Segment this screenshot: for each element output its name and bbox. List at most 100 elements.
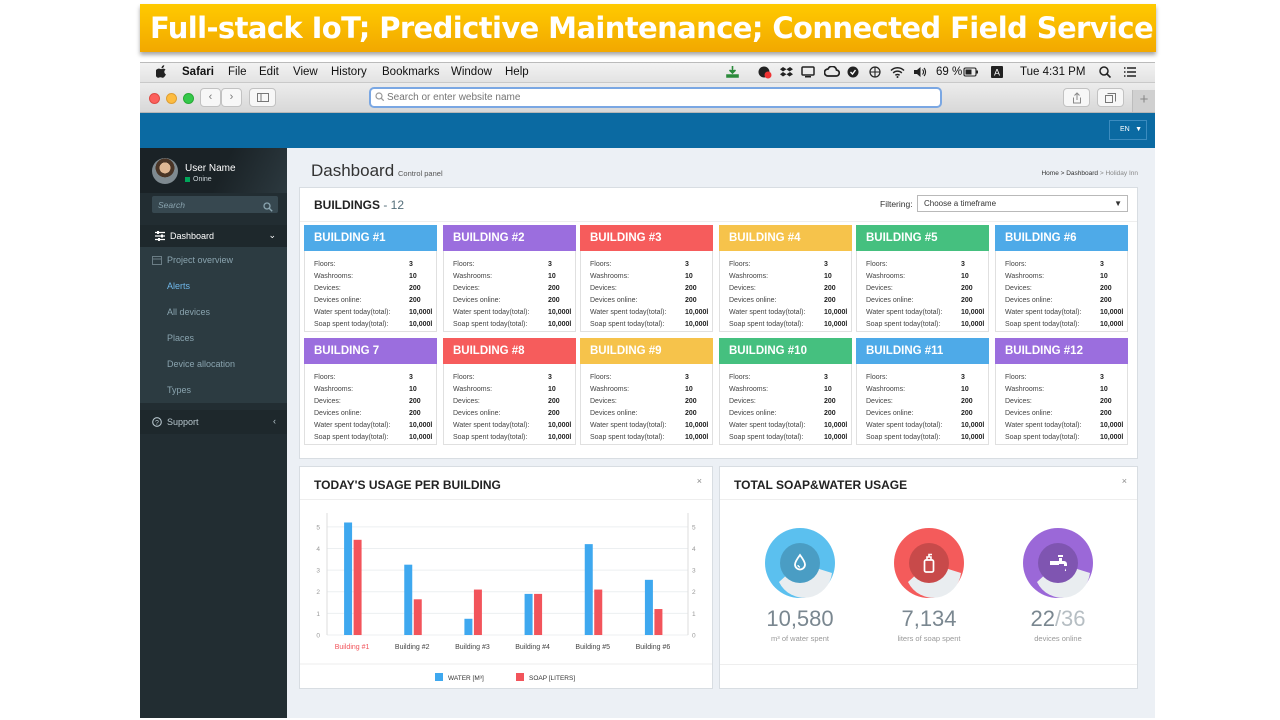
building-card-title[interactable]: BUILDING #10	[719, 338, 852, 364]
close-icon[interactable]: ×	[1121, 476, 1127, 486]
building-card-title[interactable]: BUILDING #6	[995, 225, 1128, 251]
spotlight-search-icon[interactable]	[1099, 66, 1112, 81]
building-card[interactable]: BUILDING #8 Floors: 3 Washrooms: 10 Devices: 2…	[443, 338, 576, 445]
building-stat-label: Washrooms:	[590, 386, 630, 393]
building-stat-row: Soap spent today(total): 10,000l	[866, 321, 984, 328]
building-stat-label: Devices online:	[729, 297, 777, 304]
building-stat-row: Water spent today(total): 10,000l	[1005, 422, 1123, 429]
building-card-title[interactable]: BUILDING #8	[443, 338, 576, 364]
building-card-title[interactable]: BUILDING #9	[580, 338, 713, 364]
check-shield-icon[interactable]	[847, 66, 859, 81]
building-stat-value: 10,000l	[409, 422, 433, 429]
menu-bookmarks[interactable]: Bookmarks	[382, 66, 440, 78]
apple-icon[interactable]	[155, 65, 167, 81]
building-stat-row: Devices online: 200	[314, 410, 421, 417]
breadcrumb-dashboard[interactable]: Dashboard	[1066, 170, 1099, 177]
building-stat-label: Floors:	[590, 261, 612, 268]
notification-center-icon[interactable]	[1123, 66, 1137, 81]
building-stat-row: Washrooms: 10	[1005, 273, 1108, 280]
building-stat-row: Floors: 3	[453, 374, 552, 381]
building-card-title[interactable]: BUILDING #12	[995, 338, 1128, 364]
sidebar-item-project-overview[interactable]: Project overview	[140, 247, 287, 273]
address-bar[interactable]	[369, 87, 942, 108]
buildings-title: BUILDINGS - 12	[314, 198, 404, 212]
building-stat-row: Floors: 3	[729, 261, 828, 268]
sidebar-item-types[interactable]: Types	[140, 377, 287, 403]
sidebar-item-label: Device allocation	[167, 359, 236, 369]
building-card[interactable]: BUILDING #12 Floors: 3 Washrooms: 10 Devices:…	[995, 338, 1128, 445]
menu-window[interactable]: Window	[451, 66, 492, 78]
forward-button[interactable]: ›	[221, 88, 242, 107]
creative-cloud-icon[interactable]	[823, 65, 841, 81]
avatar[interactable]	[152, 158, 178, 184]
download-icon[interactable]	[726, 66, 739, 81]
address-input[interactable]	[387, 90, 927, 105]
close-window-button[interactable]	[149, 93, 160, 104]
building-card-title[interactable]: BUILDING #11	[856, 338, 989, 364]
sidebar-item-alerts[interactable]: Alerts	[140, 273, 287, 299]
network-icon[interactable]	[869, 66, 881, 81]
browser-window: Safari File Edit View History Bookmarks …	[140, 62, 1155, 718]
sidebar: User Name Onine Dashboard ⌄ Project over…	[140, 148, 287, 718]
zoom-window-button[interactable]	[183, 93, 194, 104]
building-card[interactable]: BUILDING #1 Floors: 3 Washrooms: 10 Devices: 2…	[304, 225, 437, 332]
new-tab-button[interactable]: +	[1132, 90, 1155, 112]
menu-help[interactable]: Help	[505, 66, 529, 78]
minimize-window-button[interactable]	[166, 93, 177, 104]
building-card[interactable]: BUILDING #3 Floors: 3 Washrooms: 10 Devices: 2…	[580, 225, 713, 332]
menu-clock[interactable]: Tue 4:31 PM	[1020, 66, 1086, 78]
menu-edit[interactable]: Edit	[259, 66, 279, 78]
building-card-title[interactable]: BUILDING #3	[580, 225, 713, 251]
share-button[interactable]	[1063, 88, 1090, 107]
volume-icon[interactable]	[913, 66, 927, 81]
timeframe-select[interactable]: Choose a timeframe ▼	[917, 195, 1128, 212]
total-usage-title: TOTAL SOAP&WATER USAGE	[734, 478, 908, 492]
screen-icon[interactable]	[801, 66, 815, 81]
building-card-title[interactable]: BUILDING 7	[304, 338, 437, 364]
wifi-icon[interactable]	[890, 66, 905, 81]
building-stat-label: Soap spent today(total):	[1005, 434, 1080, 441]
building-stat-value: 10,000l	[961, 321, 985, 328]
breadcrumb-home[interactable]: Home	[1041, 170, 1059, 177]
building-card-title[interactable]: BUILDING #1	[304, 225, 437, 251]
building-card[interactable]: BUILDING #9 Floors: 3 Washrooms: 10 Devices: 2…	[580, 338, 713, 445]
sidebar-item-support[interactable]: ? Support ‹	[140, 410, 287, 434]
sidebar-toggle-button[interactable]	[249, 88, 276, 107]
building-card[interactable]: BUILDING 7 Floors: 3 Washrooms: 10 Devices: 20…	[304, 338, 437, 445]
menu-file[interactable]: File	[228, 66, 247, 78]
building-stat-row: Floors: 3	[1005, 374, 1104, 381]
building-card[interactable]: BUILDING #4 Floors: 3 Washrooms: 10 Devices: 2…	[719, 225, 852, 332]
building-card[interactable]: BUILDING #5 Floors: 3 Washrooms: 10 Devices: 2…	[856, 225, 989, 332]
dropdown-arrow-icon: ▼	[1114, 199, 1122, 208]
sidebar-item-device-allocation[interactable]: Device allocation	[140, 351, 287, 377]
building-card-title[interactable]: BUILDING #2	[443, 225, 576, 251]
building-stat-value: 10	[548, 386, 556, 393]
menu-history[interactable]: History	[331, 66, 367, 78]
dropbox-icon[interactable]	[780, 66, 793, 81]
building-stat-label: Washrooms:	[866, 386, 906, 393]
building-card-title[interactable]: BUILDING #4	[719, 225, 852, 251]
language-select[interactable]: EN ▼	[1109, 120, 1147, 140]
building-card[interactable]: BUILDING #6 Floors: 3 Washrooms: 10 Devices: 2…	[995, 225, 1128, 332]
sidebar-item-all-devices[interactable]: All devices	[140, 299, 287, 325]
building-stat-row: Washrooms: 10	[590, 273, 693, 280]
battery-icon[interactable]	[963, 66, 979, 81]
notification-badge-icon[interactable]	[758, 66, 772, 82]
menu-view[interactable]: View	[293, 66, 318, 78]
stat-circle	[894, 528, 964, 598]
building-card-title[interactable]: BUILDING #5	[856, 225, 989, 251]
close-icon[interactable]: ×	[696, 476, 702, 486]
building-stat-label: Devices online:	[729, 410, 777, 417]
back-button[interactable]: ‹	[200, 88, 221, 107]
building-card[interactable]: BUILDING #11 Floors: 3 Washrooms: 10 Devices:…	[856, 338, 989, 445]
menu-safari[interactable]: Safari	[182, 66, 214, 78]
keyboard-input-icon[interactable]: A	[991, 66, 1004, 81]
tab-overview-button[interactable]	[1097, 88, 1124, 107]
sidebar-search-input[interactable]	[158, 198, 258, 211]
search-icon[interactable]	[263, 199, 273, 217]
sidebar-item-places[interactable]: Places	[140, 325, 287, 351]
sidebar-item-dashboard[interactable]: Dashboard ⌄	[140, 225, 287, 247]
building-card[interactable]: BUILDING #10 Floors: 3 Washrooms: 10 Devices:…	[719, 338, 852, 445]
building-card[interactable]: BUILDING #2 Floors: 3 Washrooms: 10 Devices: 2…	[443, 225, 576, 332]
building-stat-value: 10,000l	[685, 309, 709, 316]
